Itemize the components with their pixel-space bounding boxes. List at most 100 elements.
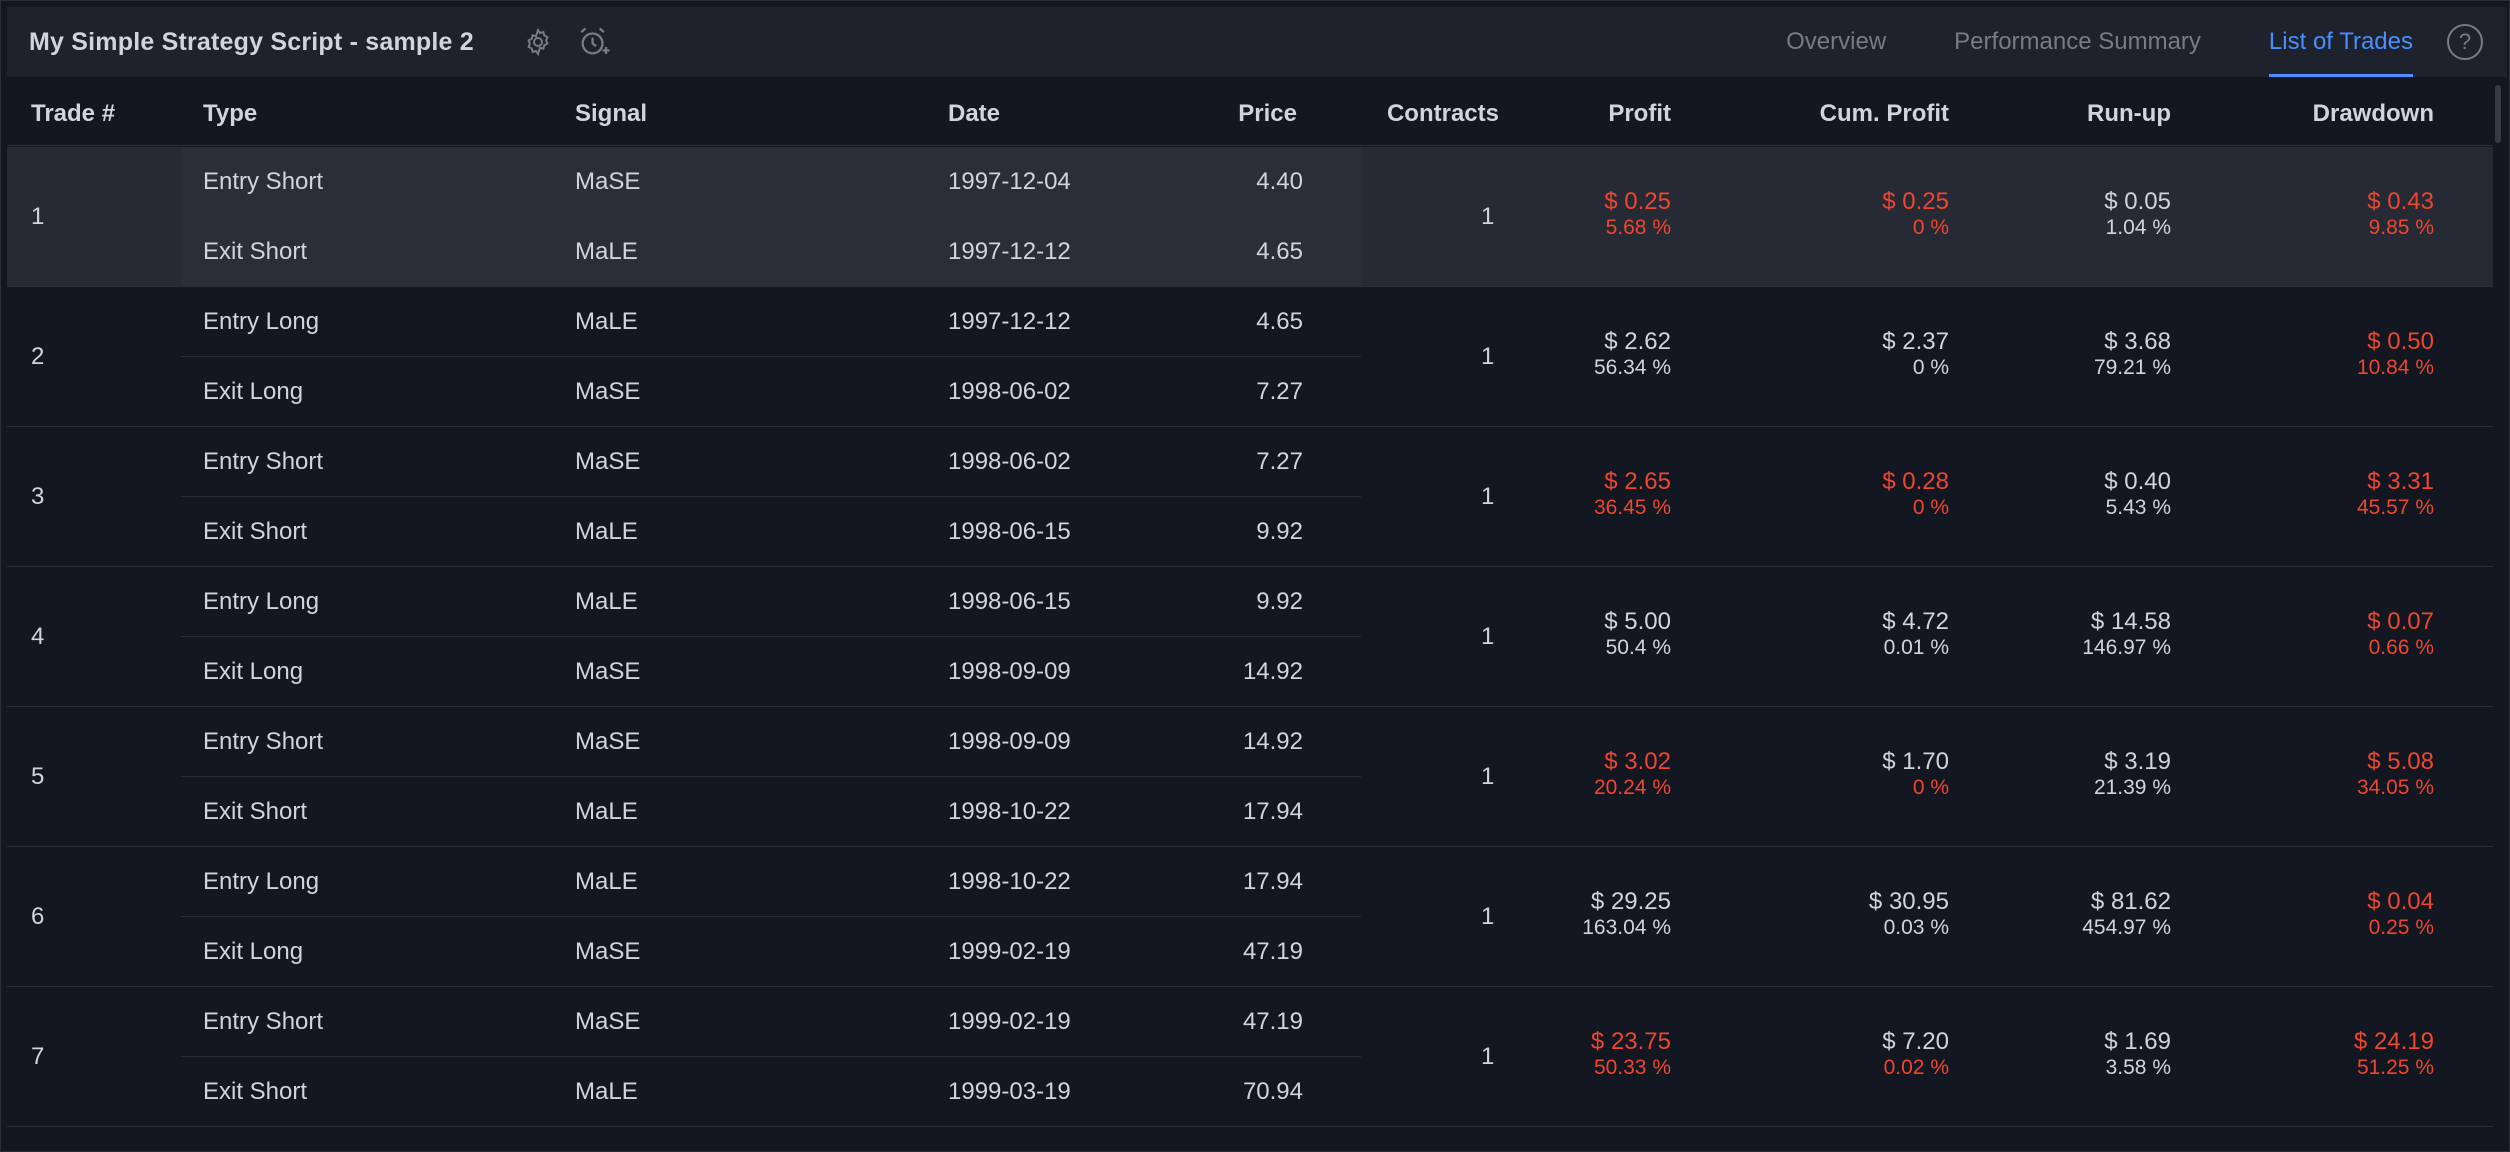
trade-drawdown: $ 5.08 34.05 %: [2357, 749, 2434, 801]
trade-profit: $ 23.75 50.33 %: [1591, 1029, 1671, 1081]
trade-drawdown-value: $ 0.43: [2367, 188, 2434, 215]
trade-profit-percent: 5.68 %: [1605, 216, 1671, 239]
trade-runup-percent: 21.39 %: [2093, 776, 2171, 799]
trade-date: 1997-12-12: [948, 308, 1071, 335]
trade-price: 70.94: [1242, 1078, 1303, 1105]
trade-date: 1998-09-09: [948, 658, 1071, 685]
trade-cum-profit-value: $ 4.72: [1882, 608, 1949, 635]
col-type[interactable]: Type: [203, 100, 258, 127]
tab-performance-summary[interactable]: Performance Summary: [1954, 28, 2201, 55]
trade-price: 17.94: [1242, 798, 1303, 825]
trade-cum-profit-value: $ 1.70: [1882, 748, 1949, 775]
alarm-plus-icon[interactable]: [574, 22, 614, 62]
trade-type: Exit Long: [203, 938, 304, 965]
trade-profit: $ 29.25 163.04 %: [1582, 889, 1671, 941]
trade-exit-row: Exit Long MaSE 1999-02-19 47.19: [181, 917, 1361, 986]
trade-profit-percent: 36.45 %: [1593, 496, 1671, 519]
trade-price: 4.40: [1256, 168, 1303, 195]
trade-contracts: 1: [1481, 1043, 1495, 1070]
trade-profit: $ 2.62 56.34 %: [1594, 329, 1671, 381]
trade-drawdown-percent: 51.25 %: [2356, 1056, 2434, 1079]
trade-drawdown-percent: 0.66 %: [2368, 636, 2434, 659]
trade-cum-profit-value: $ 0.25: [1882, 188, 1949, 215]
trade-row[interactable]: 5 Entry Short MaSE 1998-09-09 14.92 Exit…: [7, 707, 2493, 847]
trade-entry-row: Entry Long MaLE 1997-12-12 4.65: [181, 287, 1361, 357]
strategy-title: My Simple Strategy Script - sample 2: [29, 27, 474, 56]
trade-type: Entry Long: [203, 868, 320, 895]
trade-cum-profit: $ 0.28 0 %: [1882, 469, 1949, 521]
col-drawdown[interactable]: Drawdown: [2312, 100, 2434, 127]
trade-row[interactable]: 4 Entry Long MaLE 1998-06-15 9.92 Exit L…: [7, 567, 2493, 707]
trade-drawdown: $ 0.04 0.25 %: [2367, 889, 2434, 941]
trade-cum-profit: $ 0.25 0 %: [1882, 189, 1949, 241]
trade-number: 4: [31, 623, 45, 650]
col-cum-profit[interactable]: Cum. Profit: [1819, 100, 1949, 127]
trade-drawdown-percent: 0.25 %: [2368, 916, 2434, 939]
trade-signal: MaLE: [575, 588, 638, 615]
trade-row[interactable]: 6 Entry Long MaLE 1998-10-22 17.94 Exit …: [7, 847, 2493, 987]
trade-entry-row: Entry Short MaSE 1999-02-19 47.19: [181, 987, 1361, 1057]
trade-type: Entry Short: [203, 168, 324, 195]
trade-number: 3: [31, 483, 45, 510]
trade-price: 47.19: [1242, 1008, 1303, 1035]
tab-list-of-trades[interactable]: List of Trades: [2235, 7, 2447, 77]
trade-profit-percent: 163.04 %: [1582, 916, 1671, 939]
help-icon[interactable]: ?: [2447, 24, 2483, 60]
col-price[interactable]: Price: [1238, 100, 1297, 127]
trade-row[interactable]: 3 Entry Short MaSE 1998-06-02 7.27 Exit …: [7, 427, 2493, 567]
trade-type: Exit Short: [203, 798, 308, 825]
trade-signal: MaSE: [575, 378, 641, 405]
col-date[interactable]: Date: [948, 100, 1001, 127]
trade-runup: $ 0.05 1.04 %: [2104, 189, 2171, 241]
trade-cum-profit-percent: 0.03 %: [1883, 916, 1949, 939]
tab-overview[interactable]: Overview: [1786, 28, 1887, 55]
trade-price: 9.92: [1256, 588, 1303, 615]
trade-row[interactable]: 1 Entry Short MaSE 1997-12-04 4.40 Exit …: [7, 147, 2493, 287]
trade-number: 2: [31, 343, 45, 370]
trade-runup-percent: 79.21 %: [2093, 356, 2171, 379]
col-trade-number[interactable]: Trade #: [31, 100, 116, 127]
gear-icon[interactable]: [518, 22, 558, 62]
trade-type: Exit Short: [203, 518, 308, 545]
trade-row[interactable]: 7 Entry Short MaSE 1999-02-19 47.19 Exit…: [7, 987, 2493, 1127]
trade-price: 9.92: [1256, 518, 1303, 545]
trade-profit: $ 3.02 20.24 %: [1594, 749, 1671, 801]
col-signal[interactable]: Signal: [575, 100, 648, 127]
trade-type: Exit Long: [203, 658, 304, 685]
trade-profit-value: $ 5.00: [1604, 608, 1671, 635]
trade-number: 6: [31, 903, 45, 930]
trade-exit-row: Exit Short MaLE 1998-10-22 17.94: [181, 777, 1361, 846]
trade-signal: MaLE: [575, 308, 638, 335]
trade-profit-value: $ 3.02: [1604, 748, 1671, 775]
trade-runup-value: $ 3.68: [2104, 328, 2171, 355]
trade-price: 7.27: [1256, 448, 1303, 475]
trade-signal: MaLE: [575, 238, 638, 265]
trade-price: 4.65: [1256, 308, 1303, 335]
tabs: Overview Performance Summary List of Tra…: [1752, 7, 2507, 77]
col-contracts[interactable]: Contracts: [1386, 100, 1499, 127]
trade-runup-percent: 5.43 %: [2105, 496, 2171, 519]
trade-price: 7.27: [1256, 378, 1303, 405]
trade-date: 1998-06-15: [948, 588, 1071, 615]
trade-cum-profit-percent: 0.01 %: [1883, 636, 1949, 659]
trade-date: 1998-06-02: [948, 378, 1071, 405]
trade-type: Entry Short: [203, 1008, 324, 1035]
trade-row[interactable]: 2 Entry Long MaLE 1997-12-12 4.65 Exit L…: [7, 287, 2493, 427]
trade-exit-row: Exit Long MaSE 1998-09-09 14.92: [181, 637, 1361, 706]
col-profit[interactable]: Profit: [1608, 100, 1671, 127]
trade-price: 14.92: [1242, 728, 1303, 755]
trade-drawdown-value: $ 24.19: [2353, 1028, 2434, 1055]
trade-cum-profit-value: $ 2.37: [1882, 328, 1949, 355]
trade-drawdown-value: $ 5.08: [2367, 748, 2434, 775]
trade-date: 1999-02-19: [948, 1008, 1071, 1035]
trade-contracts: 1: [1481, 903, 1495, 930]
trade-cum-profit-percent: 0 %: [1912, 216, 1949, 239]
trade-signal: MaSE: [575, 448, 641, 475]
trade-signal: MaSE: [575, 728, 641, 755]
scrollbar-thumb[interactable]: [2495, 85, 2501, 143]
col-runup[interactable]: Run-up: [2087, 100, 2171, 127]
trade-date: 1997-12-12: [948, 238, 1071, 265]
trade-runup: $ 3.68 79.21 %: [2094, 329, 2171, 381]
trade-runup-value: $ 1.69: [2104, 1028, 2171, 1055]
